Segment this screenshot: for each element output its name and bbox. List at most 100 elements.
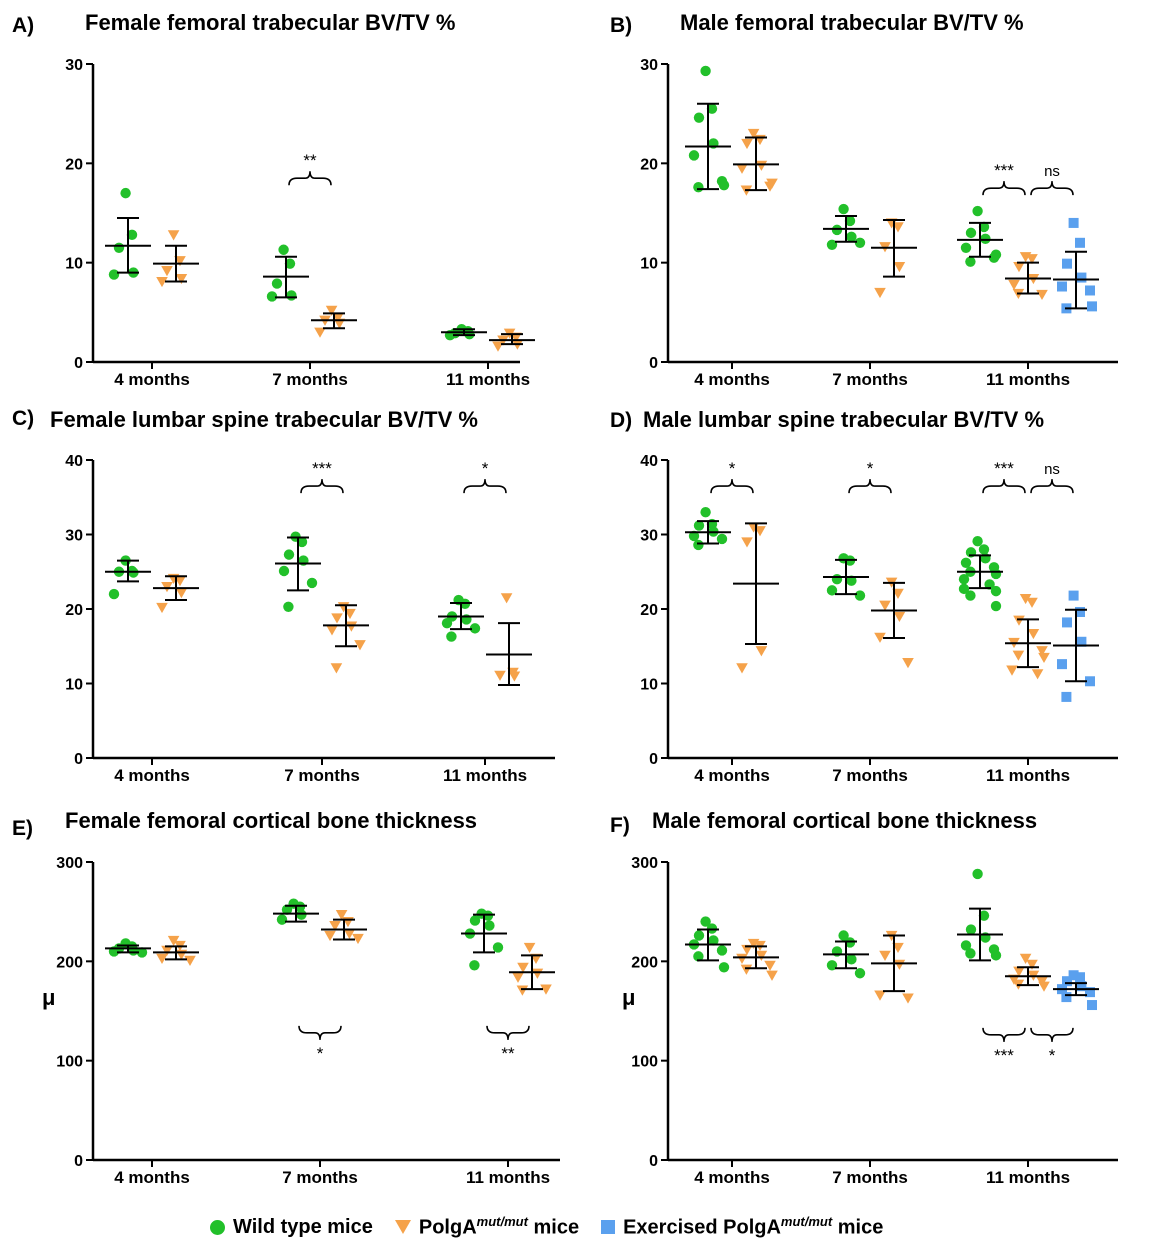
data-point-polga — [156, 602, 168, 614]
data-point-wild_type — [484, 920, 495, 931]
panel-a-group-wild_type — [441, 324, 487, 341]
panel-b-letter: B) — [610, 14, 632, 37]
panel-c-y-tick-label: 0 — [74, 751, 83, 768]
data-point-wild_type — [706, 103, 718, 114]
data-point-wild_type — [972, 868, 983, 880]
data-point-polga — [494, 670, 506, 681]
data-point-polga — [1036, 646, 1048, 657]
data-point-exercised — [1075, 237, 1085, 248]
data-point-polga — [902, 993, 914, 1004]
panel-d-y-tick-label: 0 — [649, 751, 658, 768]
data-point-polga — [332, 312, 344, 323]
panel-d-letter: D) — [610, 409, 632, 432]
data-point-wild_type — [960, 940, 972, 951]
panel-c-group-polga — [486, 593, 532, 686]
panel-b-significance-label: ns — [1044, 163, 1060, 180]
data-point-polga — [156, 953, 168, 964]
data-point-exercised — [1068, 590, 1079, 601]
data-point-wild_type — [693, 539, 704, 551]
data-point-polga — [167, 230, 180, 241]
data-point-exercised — [1087, 1000, 1097, 1011]
panel-a: A) Female femoral trabecular BV/TV % 0 10 20… — [12, 10, 535, 389]
data-point-wild_type — [126, 229, 138, 241]
data-point-wild_type — [990, 950, 1002, 961]
data-point-exercised — [1087, 301, 1097, 312]
panel-d-y-tick-label: 20 — [640, 602, 658, 619]
legend-item-exercised: Exercised PolgAmut/mut mice — [601, 1214, 883, 1240]
panel-b-y-tick-label: 10 — [640, 256, 658, 273]
panel-a-significance-brace — [288, 171, 332, 186]
data-point-polga — [902, 658, 914, 669]
panel-e-group-polga — [153, 935, 199, 966]
panel-d-significance-brace — [848, 479, 892, 494]
data-point-polga — [736, 953, 748, 964]
panel-b-group-polga — [871, 218, 917, 299]
panel-e-y-tick-label: 0 — [74, 1153, 83, 1170]
panel-e-significance-label: ** — [501, 1044, 515, 1063]
data-point-wild_type — [281, 904, 293, 915]
data-point-polga — [1006, 665, 1018, 676]
data-point-polga — [879, 950, 891, 961]
data-point-wild_type — [700, 65, 711, 77]
panel-b-significance-brace — [982, 181, 1026, 196]
panel-e-y-label: μ — [42, 985, 55, 1010]
legend-label-text: Exercised PolgA — [623, 1216, 781, 1239]
panel-c-significance-label: *** — [312, 459, 332, 478]
data-point-polga — [741, 537, 753, 548]
data-point-wild_type — [469, 960, 480, 971]
data-point-polga — [766, 970, 778, 981]
data-point-exercised — [1076, 272, 1087, 283]
data-point-wild_type — [990, 585, 1002, 597]
data-point-wild_type — [469, 623, 481, 634]
panel-c-letter: C) — [12, 407, 34, 430]
data-point-exercised — [1068, 970, 1079, 981]
data-point-polga — [344, 608, 356, 620]
data-point-wild_type — [108, 269, 120, 280]
panel-d-x-tick-label: 11 months — [986, 766, 1070, 785]
data-point-polga — [330, 663, 343, 674]
data-point-wild_type — [846, 575, 857, 586]
panel-b: B) Male femoral trabecular BV/TV % 0 10 20 30… — [610, 10, 1118, 389]
data-point-exercised — [1061, 992, 1072, 1003]
panel-c-x-tick-label: 4 months — [114, 766, 190, 785]
panel-c-y-tick-label: 10 — [65, 677, 83, 694]
data-point-wild_type — [854, 237, 866, 248]
panel-c-group-wild_type — [105, 555, 151, 600]
data-point-polga — [879, 600, 891, 611]
data-point-exercised — [1085, 285, 1095, 296]
data-point-wild_type — [990, 568, 1002, 580]
panel-a-y-tick-label: 30 — [65, 57, 83, 74]
data-point-wild_type — [965, 924, 977, 935]
panel-f-y-tick-label: 300 — [631, 855, 658, 872]
panel-b-significance-brace — [1030, 181, 1074, 196]
panel-e-x-tick-label: 11 months — [466, 1168, 550, 1187]
data-point-wild_type — [271, 278, 283, 289]
data-point-polga — [167, 935, 180, 947]
data-point-polga — [741, 138, 753, 150]
panel-e-group-polga — [509, 942, 555, 996]
panel-b-group-polga — [733, 128, 779, 196]
panel-a-group-wild_type — [105, 187, 151, 280]
panel-b-y-tick-label: 20 — [640, 156, 658, 173]
panel-b-significance-label: *** — [994, 161, 1014, 180]
panel-e-significance-label: * — [317, 1044, 324, 1063]
data-point-wild_type — [492, 942, 504, 953]
panel-d-group-wild_type — [685, 506, 731, 551]
panel-c-significance-label: * — [482, 459, 489, 478]
panel-e-group-polga — [321, 910, 367, 945]
panel-c-significance-brace — [463, 479, 507, 494]
data-point-wild_type — [718, 179, 730, 191]
panel-d-significance-brace — [710, 479, 754, 494]
data-point-exercised — [1068, 217, 1079, 228]
panel-f-group-polga — [1005, 953, 1051, 992]
panel-c-y-tick-label: 40 — [65, 453, 83, 470]
data-point-polga — [892, 588, 904, 599]
data-point-wild_type — [826, 239, 838, 250]
panel-d-significance-brace — [1030, 479, 1074, 494]
data-point-polga — [314, 327, 326, 338]
legend-label-text: Wild type mice — [233, 1215, 373, 1238]
panel-f-y-tick-label: 100 — [631, 1054, 658, 1071]
panel-d-x-tick-label: 7 months — [832, 766, 908, 785]
data-point-polga — [512, 972, 524, 983]
panel-e-x-tick-label: 4 months — [114, 1168, 190, 1187]
